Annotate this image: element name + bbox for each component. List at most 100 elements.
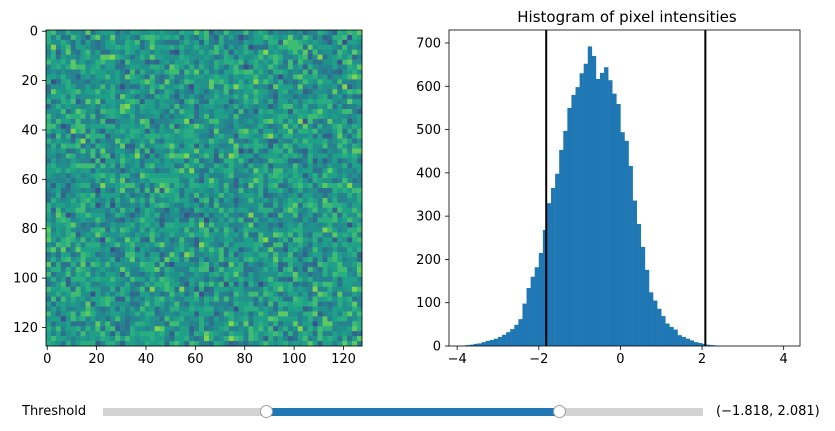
- image-pixel: [352, 94, 358, 100]
- image-pixel: [164, 118, 170, 125]
- image-pixel: [307, 163, 313, 169]
- image-pixel: [332, 232, 338, 238]
- histogram-bar: [489, 339, 495, 346]
- image-pixel: [46, 301, 52, 307]
- image-pixel: [208, 79, 215, 85]
- image-pixel: [46, 69, 52, 75]
- image-pixel: [317, 79, 323, 85]
- image-pixel: [169, 104, 175, 110]
- image-pixel: [60, 296, 67, 302]
- image-pixel: [352, 311, 358, 317]
- image-pixel: [228, 94, 234, 100]
- image-pixel: [95, 271, 101, 278]
- image-pixel: [223, 54, 229, 60]
- image-pixel: [327, 217, 333, 223]
- image-pixel: [149, 306, 155, 312]
- image-pixel: [50, 74, 57, 80]
- image-pixel: [292, 212, 299, 218]
- image-pixel: [154, 158, 160, 164]
- image-pixel: [65, 74, 71, 80]
- image-pixel: [297, 286, 304, 292]
- image-pixel: [115, 183, 121, 189]
- image-pixel: [85, 173, 91, 179]
- image-pixel: [228, 30, 234, 36]
- image-pixel: [174, 94, 180, 100]
- image-pixel: [100, 158, 106, 164]
- image-pixel: [164, 69, 170, 75]
- image-pixel: [278, 316, 284, 322]
- image-pixel: [218, 39, 225, 46]
- image-pixel: [322, 321, 328, 327]
- image-pixel: [248, 296, 254, 302]
- image-pixel: [258, 54, 264, 60]
- image-pixel: [139, 207, 146, 213]
- image-pixel: [287, 188, 294, 194]
- image-pixel: [199, 316, 205, 322]
- image-pixel: [65, 257, 71, 263]
- image-pixel: [258, 128, 264, 134]
- image-pixel: [60, 94, 67, 100]
- image-pixel: [80, 153, 86, 159]
- image-pixel: [164, 84, 170, 90]
- image-pixel: [327, 247, 333, 253]
- image-pixel: [184, 316, 190, 322]
- image-pixel: [95, 59, 101, 65]
- image-pixel: [283, 94, 289, 100]
- image-pixel: [228, 178, 234, 184]
- image-pixel: [248, 79, 254, 85]
- image-pixel: [46, 321, 52, 327]
- image-pixel: [347, 183, 353, 189]
- image-pixel: [352, 128, 358, 134]
- image-pixel: [189, 232, 195, 238]
- image-pixel: [228, 39, 234, 46]
- image-pixel: [287, 138, 294, 144]
- image-pixel: [317, 207, 323, 213]
- image-pixel: [292, 79, 299, 85]
- image-pixel: [327, 99, 333, 105]
- image-pixel: [283, 276, 289, 283]
- image-pixel: [85, 281, 91, 288]
- image-pixel: [268, 326, 274, 332]
- image-pixel: [317, 113, 323, 120]
- image-pixel: [125, 173, 131, 179]
- histogram-y-tick-label: 200: [416, 253, 441, 268]
- image-pixel: [312, 168, 318, 174]
- image-pixel: [332, 89, 338, 95]
- image-pixel: [90, 143, 96, 149]
- image-pixel: [70, 158, 76, 164]
- image-pixel: [238, 252, 244, 258]
- image-pixel: [352, 133, 358, 139]
- image-pixel: [238, 326, 244, 332]
- image-pixel: [100, 257, 106, 263]
- image-pixel: [204, 99, 210, 105]
- image-pixel: [322, 168, 328, 174]
- image-pixel: [189, 331, 195, 337]
- image-pixel: [60, 217, 67, 223]
- threshold-slider-high-handle[interactable]: [552, 405, 566, 418]
- image-pixel: [307, 138, 313, 144]
- image-pixel: [115, 207, 121, 213]
- image-pixel: [307, 69, 313, 75]
- image-pixel: [70, 118, 76, 125]
- image-pixel: [287, 39, 294, 46]
- image-pixel: [317, 296, 323, 302]
- image-pixel: [337, 148, 343, 154]
- image-pixel: [352, 39, 358, 46]
- image-pixel: [164, 30, 170, 36]
- threshold-slider-low-handle[interactable]: [260, 405, 274, 418]
- image-pixel: [50, 163, 57, 169]
- histogram-bar: [502, 334, 507, 346]
- threshold-slider-track[interactable]: [103, 408, 703, 416]
- image-pixel: [283, 311, 289, 317]
- image-pixel: [115, 123, 121, 130]
- image-pixel: [233, 158, 239, 164]
- histogram-x-ticks: −4 −2 0 2 4: [448, 346, 788, 367]
- image-pixel: [248, 202, 254, 209]
- image-pixel: [139, 341, 146, 347]
- image-pixel: [283, 237, 289, 243]
- image-pixel: [115, 39, 121, 46]
- image-pixel: [208, 59, 215, 65]
- image-pixel: [268, 59, 274, 65]
- image-pixel: [342, 34, 348, 41]
- image-pixel: [55, 128, 62, 134]
